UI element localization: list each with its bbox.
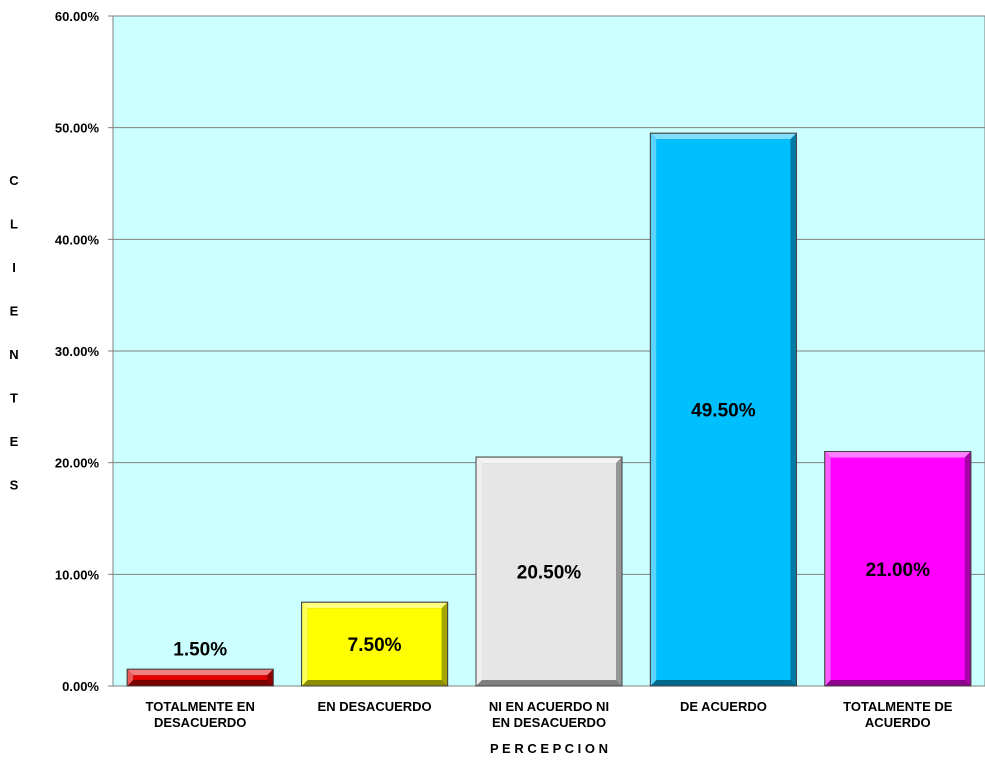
x-category-label: TOTALMENTE DE ACUERDO [843, 699, 953, 730]
y-tick-label: 30.00% [55, 344, 100, 359]
y-tick-label: 50.00% [55, 121, 100, 136]
x-category-label: NI EN ACUERDO NI EN DESACUERDO [489, 699, 609, 730]
x-axis-title: P E R C E P C I O N [490, 741, 608, 756]
y-axis-title-letter: E [10, 434, 19, 449]
bar [126, 668, 274, 687]
bars [126, 132, 972, 687]
data-label: 1.50% [173, 639, 227, 660]
bar [475, 456, 623, 687]
bar [824, 451, 972, 687]
y-axis-title-letter: C [9, 173, 19, 188]
y-tick-label: 40.00% [55, 232, 100, 247]
data-label: 49.50% [691, 401, 756, 422]
x-category-label: DE ACUERDO [680, 699, 767, 714]
x-category-label: EN DESACUERDO [318, 699, 432, 714]
y-tick-label: 20.00% [55, 456, 100, 471]
y-axis-title-letter: I [12, 260, 16, 275]
y-axis-title-letter: T [10, 391, 18, 406]
y-axis-title-letter: S [10, 478, 19, 493]
y-axis-title-letter: L [10, 217, 18, 232]
data-label: 21.00% [866, 560, 931, 581]
y-tick-label: 10.00% [55, 567, 100, 582]
y-axis-title-letter: N [9, 347, 18, 362]
x-axis-categories: TOTALMENTE EN DESACUERDO EN DESACUERDO NI E… [146, 699, 953, 730]
y-tick-label: 0.00% [62, 679, 99, 694]
bar [301, 601, 449, 687]
y-axis-ticks: 0.00% 10.00% 20.00% 30.00% 40.00% 50.00% 60.00… [55, 9, 100, 694]
data-label: 7.50% [348, 635, 402, 656]
bar [649, 132, 797, 687]
y-axis-title-letter: E [10, 304, 19, 319]
data-label: 20.50% [517, 563, 582, 584]
data-labels: 1.50% 7.50% 20.50% 49.50% 21.00% [173, 401, 930, 661]
y-axis-title: C L I E N T E S [9, 173, 19, 493]
y-tick-label: 60.00% [55, 9, 100, 24]
x-category-label: TOTALMENTE EN DESACUERDO [146, 699, 255, 730]
